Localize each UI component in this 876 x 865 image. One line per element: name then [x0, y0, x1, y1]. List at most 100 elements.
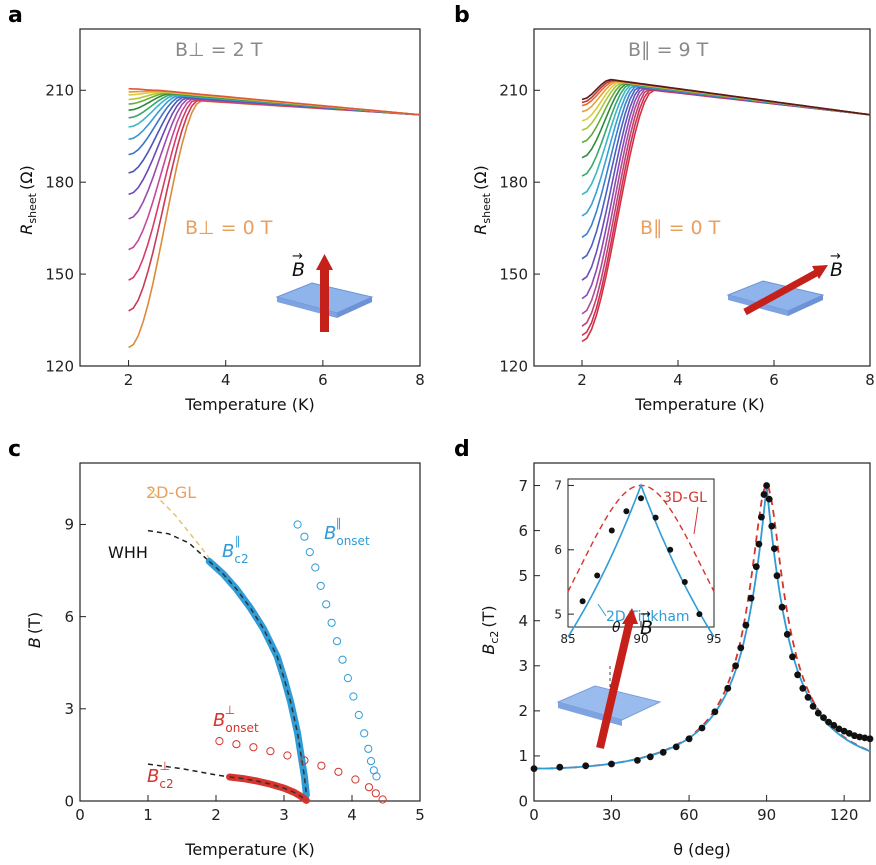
panel-d-inset-xtick-label: 95 — [706, 632, 721, 646]
panel-d-point — [804, 693, 812, 701]
panel-d-ytick-label: 1 — [518, 747, 528, 765]
panel-c-point — [283, 751, 292, 760]
panel-c-point — [316, 581, 325, 591]
panel-b-ylabel: Rsheet(Ω) — [471, 165, 493, 234]
panel-c-xtick-label: 1 — [143, 806, 153, 824]
panel-c-plot — [147, 487, 387, 804]
panel-d: d 0 30 60 90 120 0 1 2 3 4 5 6 7 θ (deg) Bc2(T) 85 90… — [454, 437, 874, 859]
panel-d-ytick-label: 0 — [518, 792, 528, 810]
panel-c-xtick-label: 0 — [75, 806, 85, 824]
panel-b-ytick-label: 120 — [499, 357, 528, 375]
panel-b-ytick-label: 150 — [499, 265, 528, 283]
panel-a-film-side2 — [337, 297, 372, 318]
panel-a-field-arrow — [320, 268, 329, 332]
panel-a-ytick-label: 150 — [45, 265, 74, 283]
panel-d-point — [835, 725, 843, 733]
panel-d-xlabel: θ (deg) — [673, 840, 731, 859]
panel-b-xtick-label: 4 — [673, 371, 683, 389]
panel-d-point — [646, 753, 654, 761]
panel-c-point — [311, 563, 320, 572]
panel-c-point — [327, 618, 336, 627]
panel-b-ytick-label: 210 — [499, 82, 528, 100]
panel-c-series-line — [205, 557, 310, 799]
panel-a-ytick-label: 180 — [45, 173, 74, 191]
panel-d-ticks: 0 30 60 90 120 0 1 2 3 4 5 6 7 — [518, 477, 858, 824]
panel-b-arrow-head — [812, 265, 828, 279]
panel-c-point — [322, 600, 331, 609]
panel-c-point — [317, 761, 326, 770]
panel-d-inset-3dgl-pointer — [693, 506, 699, 535]
panel-d-inset-xtick-label: 90 — [633, 632, 648, 646]
panel-d-point — [856, 733, 864, 741]
panel-c-ytick-label: 9 — [64, 516, 74, 534]
panel-c-point — [354, 710, 363, 720]
panel-a-ylabel: Rsheet(Ω) — [17, 165, 39, 234]
panel-a-ticks: 2 4 6 8 120 150 180 210 — [45, 82, 424, 389]
panel-d-frame — [533, 462, 871, 802]
panel-d-field-label: B — [640, 617, 653, 639]
panel-d-inset-plot — [567, 483, 715, 638]
panel-a-vector-arrow: → — [292, 249, 303, 264]
panel-d-point — [830, 721, 838, 729]
panel-b-curve — [581, 78, 871, 116]
panel-d-point — [698, 724, 706, 732]
panel-d-inset-point — [579, 598, 586, 605]
panel-d-point — [809, 703, 817, 710]
panel-d-inset-ytick-label: 7 — [554, 479, 562, 493]
panel-c-ann-bc2-par: Bc2∥ — [222, 534, 249, 566]
panel-a-curve — [128, 99, 421, 312]
panel-d-theta: θ — [612, 620, 621, 636]
panel-d-ytick-label: 4 — [518, 612, 528, 630]
panel-d-xtick-label: 120 — [830, 806, 859, 824]
panel-c-ann-bonset-par: Bonset∥ — [324, 516, 370, 548]
panel-d-point — [851, 732, 858, 740]
panel-c-point — [378, 795, 387, 804]
panel-d-xtick-label: 60 — [680, 806, 699, 824]
panel-d-3dgl-curve — [534, 484, 871, 770]
panel-d-ytick-label: 3 — [518, 657, 528, 675]
panel-d-inset-ticks: 85 90 95 5 6 7 — [554, 479, 721, 646]
panel-d-point — [861, 734, 869, 742]
panel-b-vector-arrow: → — [830, 249, 841, 264]
panel-d-inset-point — [681, 579, 688, 585]
panel-d-point — [789, 653, 796, 661]
panel-c-point — [332, 637, 342, 646]
panel-c-xtick-label: 5 — [415, 806, 425, 824]
panel-d-inset-point — [696, 611, 703, 618]
panel-b-curves — [581, 78, 871, 343]
panel-c-label: c — [8, 437, 21, 462]
panel-d-point — [778, 603, 786, 611]
panel-d-inset-xtick-label: 85 — [560, 632, 575, 646]
panel-a-curve — [128, 87, 421, 116]
panel-c-point — [338, 655, 347, 664]
panel-d-ytick-label: 2 — [518, 702, 528, 720]
panel-b-xtick-label: 6 — [769, 371, 779, 389]
panel-d-point — [845, 730, 853, 737]
panel-b: b 2 4 6 8 120 150 180 210 Temperature (K) Rshee… — [454, 3, 875, 414]
panel-a-xtick-label: 4 — [221, 371, 231, 389]
panel-a: a 2 4 6 8 120 150 180 210 Temperature (K) Rshee… — [8, 3, 425, 414]
panel-d-point — [582, 762, 590, 770]
panel-c-point — [249, 743, 258, 752]
panel-c-ylabel: B(T) — [25, 612, 44, 648]
panel-b-curve — [581, 87, 871, 300]
panel-d-point — [820, 714, 827, 721]
panel-d-vector-arrow: → — [640, 607, 651, 622]
panel-c-ytick-label: 6 — [64, 608, 74, 626]
panel-d-inset-point — [594, 572, 601, 579]
panel-d-point — [608, 760, 615, 768]
panel-d-point — [765, 495, 773, 503]
panel-b-xtick-label: 2 — [577, 371, 587, 389]
panel-c-fit-whh-perp — [147, 763, 230, 778]
panel-d-point — [685, 735, 693, 743]
panel-d-inset-ytick-label: 6 — [554, 543, 562, 557]
panel-a-xtick-label: 2 — [124, 371, 134, 389]
panel-a-frame — [79, 28, 421, 367]
panel-c-point — [300, 532, 309, 541]
panel-d-point — [773, 572, 781, 580]
panel-d-ytick-label: 5 — [518, 567, 528, 585]
panel-d-point — [840, 727, 848, 735]
panel-d-xtick-label: 90 — [757, 806, 776, 824]
panel-c-ann-whh: WHH — [108, 543, 148, 562]
panel-d-point — [794, 671, 801, 679]
